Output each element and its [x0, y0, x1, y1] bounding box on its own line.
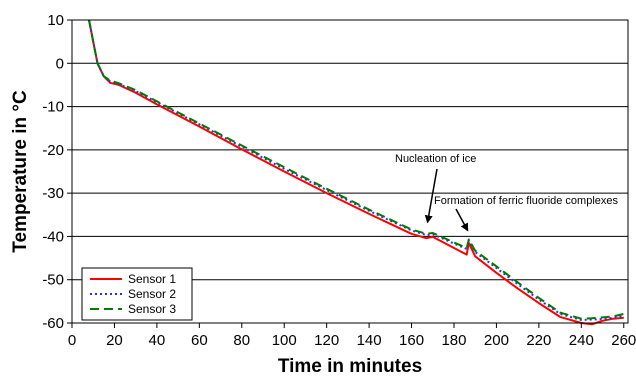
annotation-label: Nucleation of ice — [395, 153, 476, 165]
x-tick-label: 100 — [272, 332, 297, 349]
x-tick-label: 40 — [149, 332, 166, 349]
x-axis-title: Time in minutes — [278, 356, 422, 377]
series-lines — [88, 19, 625, 326]
x-tick-label: 80 — [233, 332, 250, 349]
x-tick-label: 200 — [484, 332, 509, 349]
x-tick-label: 160 — [399, 332, 424, 349]
x-tick-label: 180 — [441, 332, 466, 349]
annotation-arrow — [424, 168, 438, 224]
axis-ticks: 100-10-20-30-40-50-600 20 40 60 80 100 120 140 1… — [42, 12, 636, 349]
x-tick-label: 20 — [106, 332, 123, 349]
y-tick-label: -40 — [42, 228, 64, 245]
y-tick-label: -20 — [42, 142, 64, 159]
legend-label: Sensor 3 — [128, 302, 176, 316]
y-tick-label: -60 — [42, 315, 64, 332]
x-tick-label: 0 — [68, 332, 76, 349]
legend-box — [81, 267, 193, 321]
y-tick-label: -10 — [42, 99, 64, 116]
x-tick-label: 220 — [526, 332, 551, 349]
x-tick-label: 240 — [569, 332, 594, 349]
annotation-arrow — [455, 208, 469, 232]
x-tick-label: 140 — [357, 332, 382, 349]
series-line-sensor-1 — [88, 19, 624, 326]
annotations: Nucleation of ice Formation of ferric flu… — [395, 153, 619, 232]
series-line-sensor-3 — [88, 19, 625, 320]
x-tick-label: 260 — [611, 332, 636, 349]
x-tick-label: 60 — [191, 332, 208, 349]
y-axis-title: Temperature in °C — [10, 90, 31, 253]
legend-label: Sensor 1 — [128, 272, 176, 286]
y-tick-label: -30 — [42, 185, 64, 202]
legend-label: Sensor 2 — [128, 287, 176, 301]
plot-frame — [71, 19, 629, 324]
grid — [72, 62, 628, 281]
y-tick-label: 10 — [47, 12, 64, 29]
y-tick-label: 0 — [56, 55, 64, 72]
y-tick-label: -50 — [42, 272, 64, 289]
x-tick-label: 120 — [314, 332, 339, 349]
annotation-label: Formation of ferric fluoride complexes — [434, 195, 619, 207]
